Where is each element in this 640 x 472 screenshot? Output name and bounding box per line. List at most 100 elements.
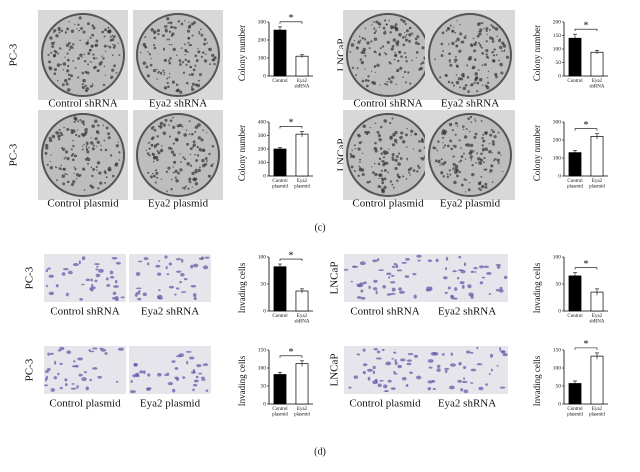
colony — [470, 121, 472, 123]
colony — [60, 133, 64, 137]
colony — [411, 59, 413, 62]
x-tick-label-line: plasmid — [567, 185, 583, 190]
colony — [192, 178, 195, 181]
cell — [158, 289, 161, 292]
colony — [410, 129, 414, 133]
colony — [104, 50, 107, 53]
cell — [479, 265, 484, 269]
colony — [153, 32, 156, 34]
colony — [60, 164, 63, 167]
colony — [381, 45, 385, 48]
colony — [388, 148, 390, 150]
cell — [379, 379, 384, 382]
colony — [98, 62, 102, 66]
colony — [415, 56, 417, 59]
colony — [500, 71, 504, 75]
colony — [147, 171, 150, 174]
colony — [201, 158, 205, 163]
colony — [399, 135, 403, 140]
colony — [373, 27, 376, 30]
colony — [91, 84, 94, 87]
x-tick-label-line: shRNA — [294, 85, 309, 90]
cell — [168, 285, 175, 289]
colony — [191, 34, 194, 37]
colony — [152, 174, 156, 178]
colony — [473, 49, 477, 53]
cell — [362, 348, 366, 352]
cell — [436, 364, 441, 368]
colony — [474, 78, 478, 82]
colony — [394, 52, 396, 54]
colony — [150, 137, 154, 141]
colony — [53, 72, 57, 76]
cell — [489, 353, 494, 358]
y-axis-title: Invading cells — [532, 355, 542, 406]
colony — [92, 144, 95, 147]
colony — [187, 187, 190, 190]
colony — [417, 164, 420, 166]
colony — [470, 159, 472, 161]
colony — [197, 79, 200, 82]
colony — [478, 32, 482, 36]
colony — [472, 37, 475, 40]
colony — [66, 58, 70, 62]
bar — [295, 290, 309, 312]
colony — [94, 44, 97, 47]
colony — [163, 58, 168, 62]
colony — [456, 37, 460, 42]
cell — [386, 272, 392, 276]
colony — [97, 132, 100, 135]
colony — [412, 148, 415, 150]
colony — [49, 36, 53, 40]
cell — [167, 382, 174, 386]
cell — [171, 360, 176, 363]
colony — [85, 41, 89, 46]
colony — [66, 173, 68, 176]
colony — [389, 136, 393, 140]
x-tick-label-line: Eya2 — [297, 179, 308, 184]
colony — [406, 127, 408, 130]
colony — [167, 59, 170, 62]
bar — [295, 363, 309, 405]
colony — [58, 128, 61, 132]
cell — [64, 383, 68, 387]
colony — [481, 137, 484, 140]
cell — [360, 297, 366, 300]
colony — [166, 25, 168, 27]
colony — [84, 127, 88, 132]
colony — [169, 119, 173, 122]
colony — [372, 81, 377, 86]
cell — [499, 386, 506, 389]
y-tick-label: 0 — [558, 73, 561, 79]
colony — [470, 157, 472, 159]
x-tick-label-line: Control — [567, 407, 583, 412]
colony — [373, 21, 375, 23]
x-tick-label: Eya2 plasmid — [589, 407, 605, 418]
colony — [501, 41, 505, 45]
colony — [406, 159, 409, 161]
colony — [88, 48, 92, 52]
colony — [111, 68, 115, 72]
cell — [164, 255, 168, 259]
colony — [89, 141, 94, 145]
colony — [375, 20, 379, 24]
cell — [372, 370, 375, 375]
colony — [462, 86, 467, 91]
colony — [355, 74, 358, 77]
cell — [427, 259, 432, 263]
colony — [467, 57, 471, 61]
colony — [472, 151, 474, 153]
colony — [77, 120, 80, 123]
cell — [470, 368, 477, 372]
cell — [470, 294, 474, 299]
colony — [149, 63, 153, 67]
colony — [452, 155, 455, 158]
colony — [153, 31, 156, 33]
colony — [458, 139, 461, 142]
colony — [379, 147, 383, 150]
cell — [429, 286, 433, 291]
colony — [448, 169, 451, 172]
cell — [376, 258, 380, 262]
colony — [442, 142, 444, 144]
colony — [53, 41, 56, 44]
